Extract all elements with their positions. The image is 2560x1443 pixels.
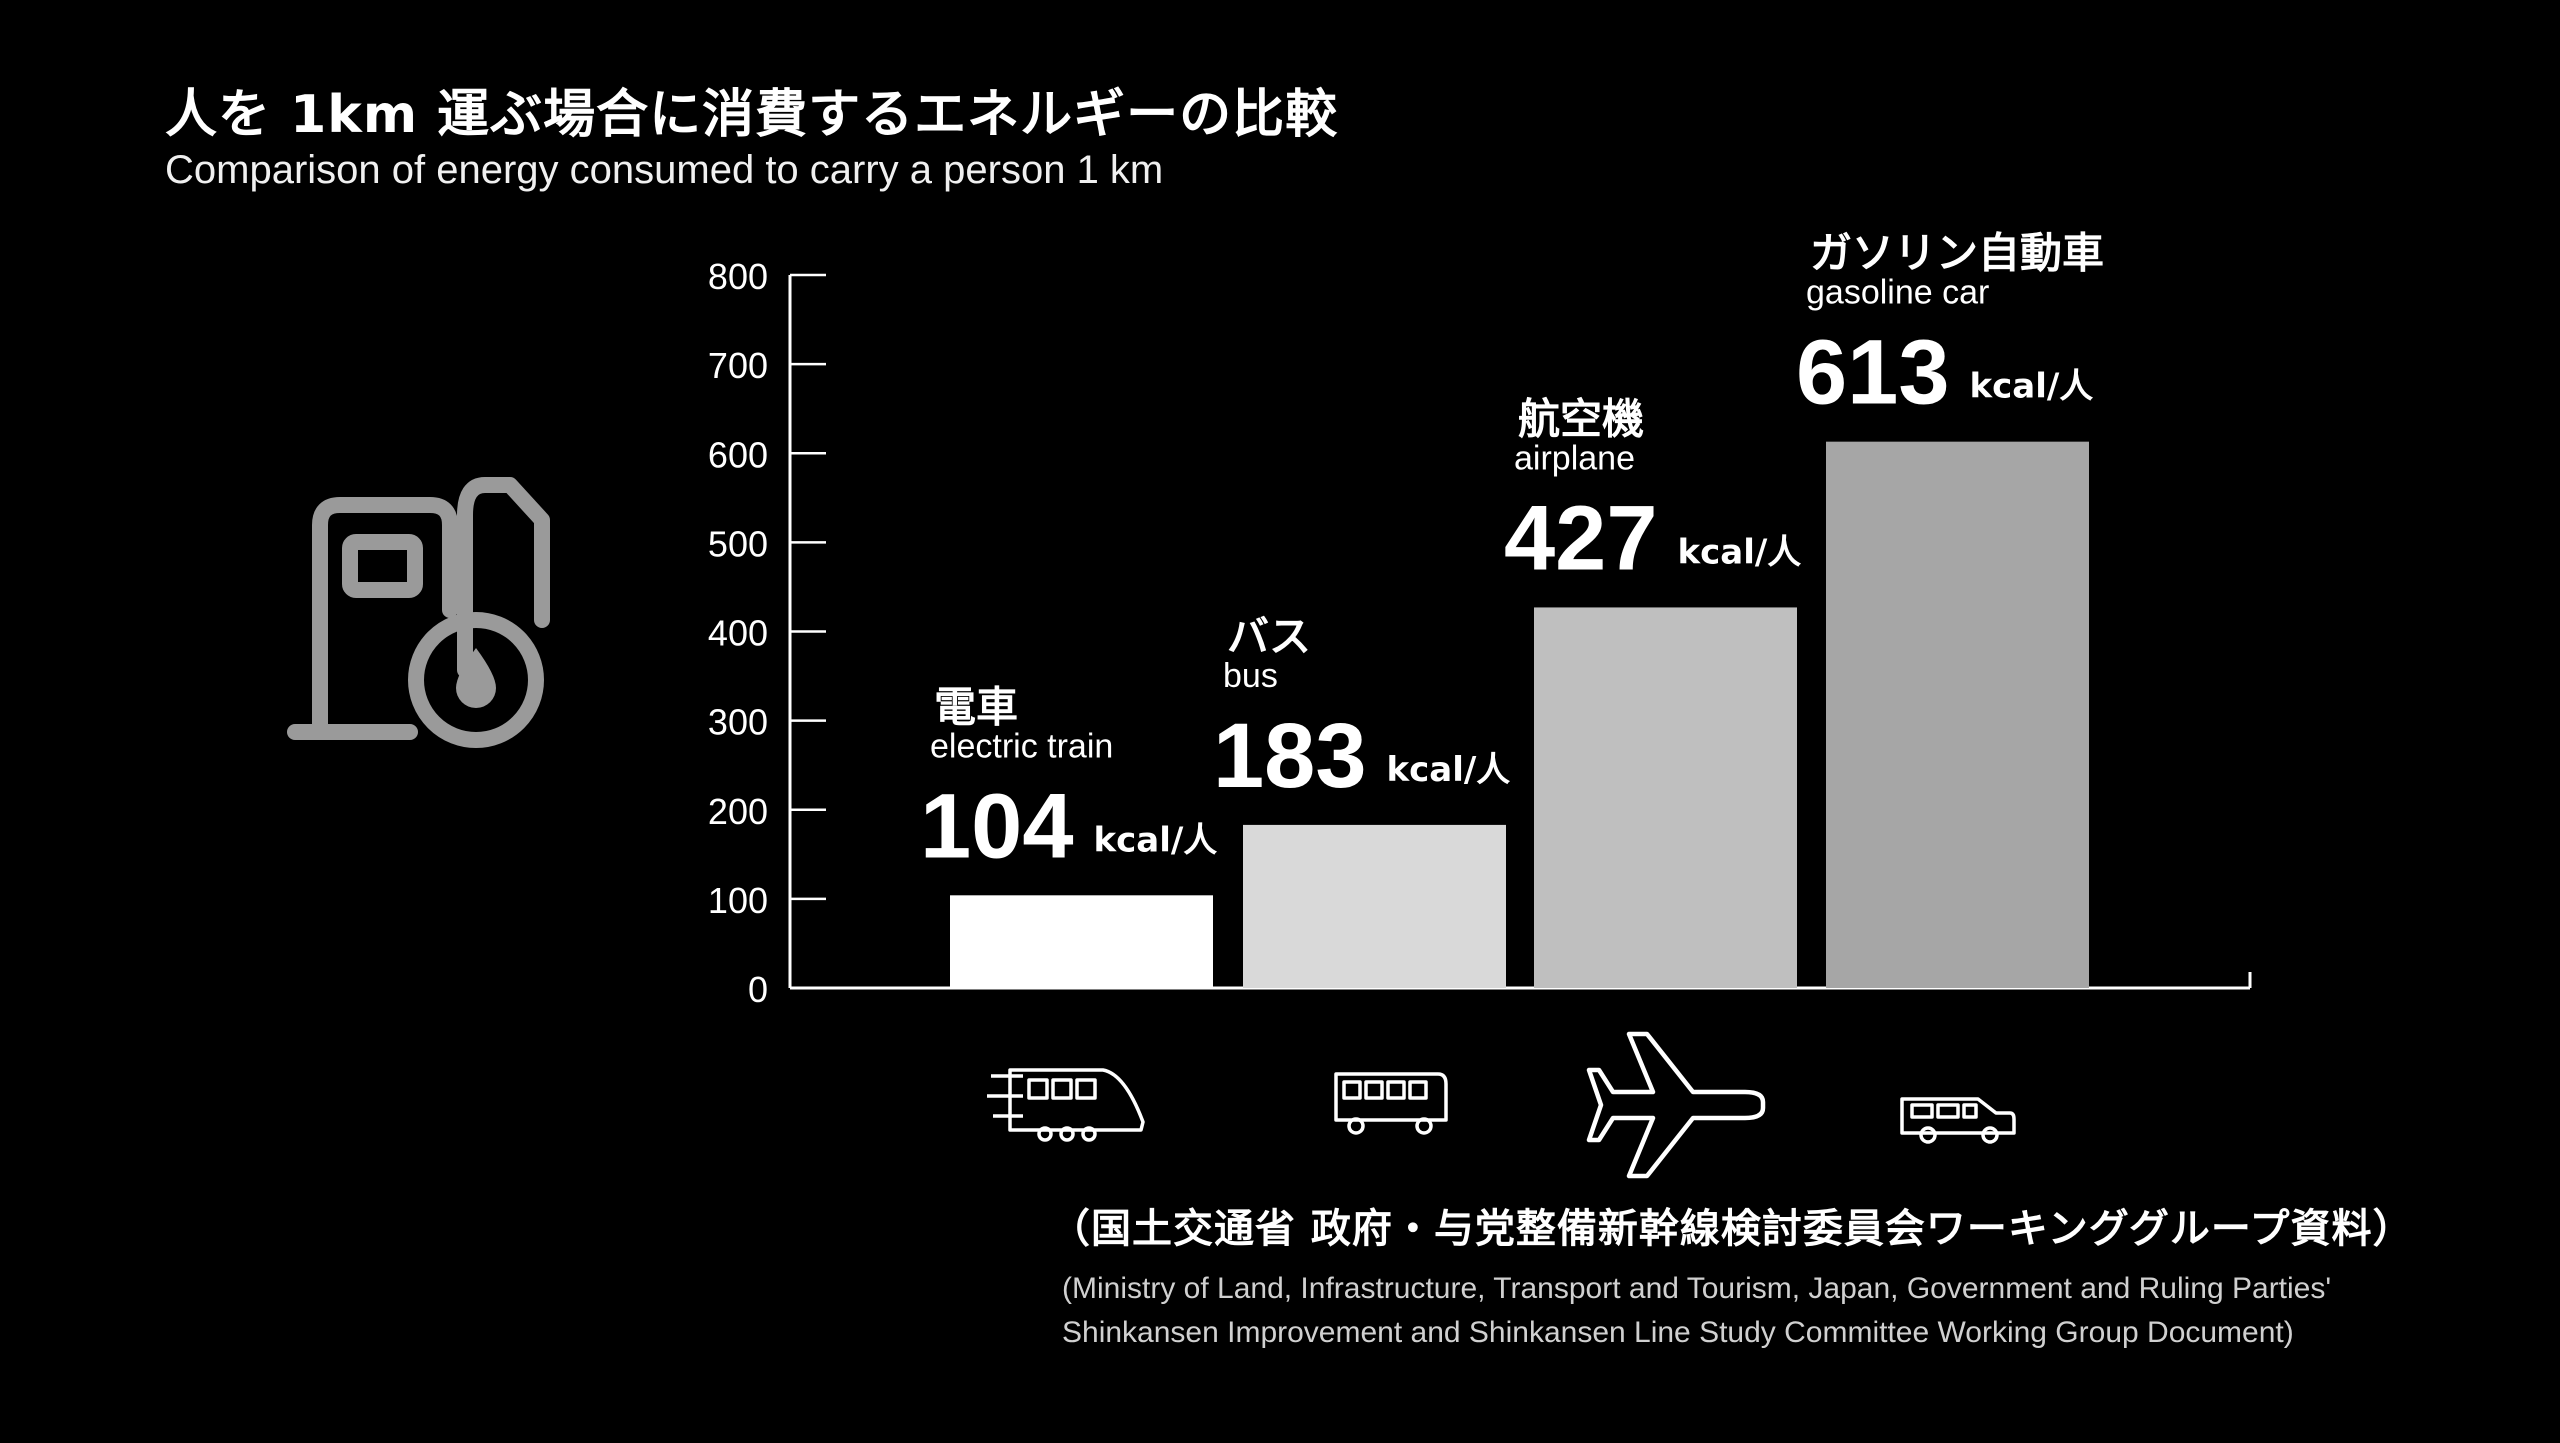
bus-icon [1334,1072,1448,1135]
category-label-en: airplane [1514,439,1635,477]
fuel-pump-icon [287,477,550,748]
unit-label: kcal/人 [1970,367,2094,407]
car-icon [1900,1097,2016,1144]
source-jp: （国土交通省 政府・与党整備新幹線検討委員会ワーキンググループ資料） [1050,1206,2414,1252]
page-subtitle: Comparison of energy consumed to carry a… [165,148,1164,192]
bar-4 [1826,441,2089,988]
data-label: 427 [1504,487,1658,589]
data-label: 613 [1796,322,1950,424]
category-label-jp: バス [1227,612,1311,661]
page-title: 人を 1km 運ぶ場合に消費するエネルギーの比較 [165,85,1339,145]
train-icon [987,1068,1145,1142]
y-tick-label: 800 [708,256,768,297]
airplane-icon [1586,1031,1766,1179]
category-label-en: electric train [930,727,1113,765]
category-label-jp: 電車 [934,682,1018,731]
category-label-jp: ガソリン自動車 [1810,229,2104,278]
data-label: 104 [920,775,1074,877]
y-tick-label: 500 [708,523,768,564]
unit-label: kcal/人 [1387,750,1511,790]
unit-label: kcal/人 [1678,532,1802,572]
y-tick-label: 300 [708,702,768,743]
unit-label: kcal/人 [1094,820,1218,860]
category-label-jp: 航空機 [1518,394,1644,443]
source-en-line2: Shinkansen Improvement and Shinkansen Li… [1062,1316,2294,1349]
data-label: 183 [1213,705,1367,807]
category-label-en: bus [1223,657,1278,695]
y-tick-label: 0 [748,969,768,1010]
bar-2 [1243,824,1506,988]
bar-1 [950,895,1213,988]
y-tick-label: 200 [708,791,768,832]
source-en-line1: (Ministry of Land, Infrastructure, Trans… [1062,1272,2332,1305]
y-tick-label: 600 [708,434,768,475]
y-tick-label: 700 [708,345,768,386]
category-label-en: gasoline car [1806,274,1989,312]
bar-3 [1534,607,1797,988]
y-tick-label: 100 [708,880,768,921]
y-tick-label: 400 [708,613,768,654]
